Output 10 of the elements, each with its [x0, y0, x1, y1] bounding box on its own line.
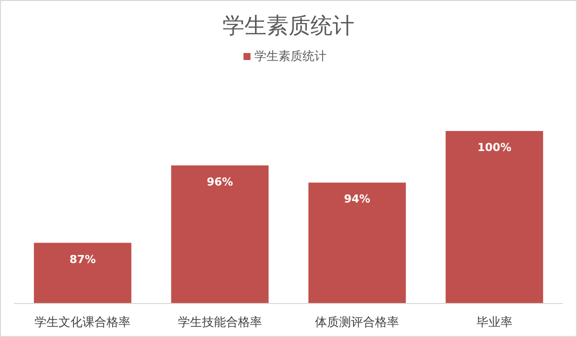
data-label: 87% [69, 252, 96, 266]
legend-label: 学生素质统计 [254, 49, 326, 63]
x-tick-label: 学生文化课合格率 [34, 315, 131, 329]
x-tick-label: 学生技能合格率 [178, 315, 262, 329]
x-tick-label: 体质测评合格率 [315, 315, 400, 329]
chart-title: 学生素质统计 [222, 14, 354, 39]
data-label: 100% [477, 141, 512, 154]
x-tick-label: 毕业率 [476, 315, 512, 329]
data-label: 94% [344, 192, 370, 206]
data-label: 96% [206, 175, 234, 188]
